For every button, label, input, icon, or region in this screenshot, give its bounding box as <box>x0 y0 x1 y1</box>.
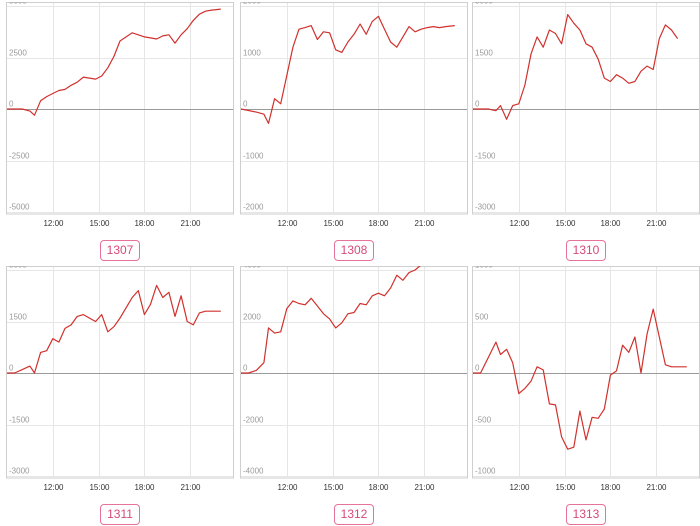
x-tick-label: 21:00 <box>414 219 435 228</box>
chart-svg: 4000 2000 0 -2000 -4000 12:00 15:00 18:00 21:00 <box>240 266 468 492</box>
series-line <box>473 14 679 120</box>
y-tick-label: 0 <box>475 100 480 109</box>
plot-frame <box>240 266 468 479</box>
x-tick-label: 12:00 <box>43 483 64 492</box>
plot-frame <box>472 2 700 215</box>
y-tick-label: 3000 <box>9 266 27 270</box>
chart-panel-1312: 400020000-2000-400012:0015:0018:0021:00 … <box>240 266 468 525</box>
y-tick-label: -3000 <box>9 467 30 476</box>
y-tick-label: -2000 <box>243 416 264 425</box>
line-chart-1307: 5000 2500 0 -2500 -5000 12:00 15:00 18:00 21:00 <box>6 2 234 230</box>
y-tick-label: 2000 <box>243 313 261 322</box>
y-tick-label: 500 <box>475 313 489 322</box>
line-chart-1312: 4000 2000 0 -2000 -4000 12:00 15:00 18:00 21:00 <box>240 266 468 494</box>
y-tick-label: 0 <box>243 100 248 109</box>
chart-svg: 3000 1500 0 -1500 -3000 12:00 15:00 18:00 21:00 <box>6 266 234 492</box>
x-tick-label: 21:00 <box>646 483 667 492</box>
x-tick-label: 18:00 <box>134 483 155 492</box>
x-tick-label: 15:00 <box>323 483 344 492</box>
chart-panel-1313: 1000 500 0 -500 -1000 12:00 15:00 18:00 21:00 13… <box>472 266 700 525</box>
x-tick-label: 15:00 <box>89 483 110 492</box>
plot-frame <box>6 266 234 479</box>
y-tick-label: 0 <box>243 364 248 373</box>
y-tick-label: 3000 <box>475 2 493 6</box>
plot-frame <box>240 2 468 215</box>
y-tick-label: -1500 <box>9 416 30 425</box>
series-line <box>241 266 421 374</box>
y-tick-label: 1500 <box>9 313 27 322</box>
chart-label-badge-1313[interactable]: 1313 <box>565 504 607 525</box>
y-tick-label: -500 <box>475 416 492 425</box>
plot-frame <box>472 266 700 479</box>
line-chart-1311: 3000 1500 0 -1500 -3000 12:00 15:00 18:00 21:00 <box>6 266 234 494</box>
x-tick-label: 15:00 <box>555 483 576 492</box>
chart-svg: 1000 500 0 -500 -1000 12:00 15:00 18:00 21:00 <box>472 266 700 492</box>
x-tick-label: 12:00 <box>509 219 530 228</box>
series-line <box>7 284 221 374</box>
line-chart-1308: 2000 1000 0 -1000 -2000 12:00 15:00 18:00 21:00 <box>240 2 468 230</box>
series-line <box>240 15 455 125</box>
x-tick-label: 21:00 <box>180 483 201 492</box>
chart-label-badge-1311[interactable]: 1311 <box>100 504 140 525</box>
x-tick-label: 12:00 <box>277 219 298 228</box>
y-tick-label: 0 <box>9 100 14 109</box>
x-tick-label: 21:00 <box>414 483 435 492</box>
y-tick-label: -5000 <box>9 203 30 212</box>
y-tick-label: -1500 <box>475 152 496 161</box>
x-tick-label: 18:00 <box>368 219 389 228</box>
y-tick-label: 0 <box>9 364 14 373</box>
chart-svg: 3000 1500 0 -1500 -3000 12:00 15:00 18:00 21:00 <box>472 2 700 228</box>
x-tick-label: 12:00 <box>509 483 530 492</box>
chart-svg: 5000 2500 0 -2500 -5000 12:00 15:00 18:00 21:00 <box>6 2 234 228</box>
x-tick-label: 18:00 <box>600 483 621 492</box>
plot-frame <box>6 2 234 215</box>
series-line <box>473 308 687 450</box>
x-tick-label: 12:00 <box>43 219 64 228</box>
y-tick-label: 2000 <box>243 2 261 6</box>
y-tick-label: -1000 <box>243 152 264 161</box>
y-tick-label: 1500 <box>475 49 493 58</box>
chart-panel-1308: 200010000-1000-200012:0015:0018:0021:00 … <box>240 2 468 261</box>
y-tick-label: 1000 <box>243 49 261 58</box>
chart-panel-1307: 500025000-2500-500012:0015:0018:0021:00 … <box>6 2 234 261</box>
chart-svg: 2000 1000 0 -1000 -2000 12:00 15:00 18:00 21:00 <box>240 2 468 228</box>
x-tick-label: 15:00 <box>89 219 110 228</box>
x-tick-label: 21:00 <box>646 219 667 228</box>
x-tick-label: 21:00 <box>180 219 201 228</box>
x-tick-label: 15:00 <box>555 219 576 228</box>
y-tick-label: -4000 <box>243 467 264 476</box>
y-tick-label: -3000 <box>475 203 496 212</box>
y-tick-label: 5000 <box>9 2 27 6</box>
chart-label-badge-1310[interactable]: 1310 <box>565 240 607 261</box>
chart-label-badge-1312[interactable]: 1312 <box>333 504 375 525</box>
y-tick-label: 1000 <box>475 266 493 270</box>
x-tick-label: 15:00 <box>323 219 344 228</box>
y-tick-label: 4000 <box>243 266 261 270</box>
y-tick-label: -1000 <box>475 467 496 476</box>
x-tick-label: 18:00 <box>134 219 155 228</box>
chart-panel-1311: 300015000-1500-300012:0015:0018:0021:00 … <box>6 266 234 525</box>
chart-panel-1310: 300015000-1500-300012:0015:0018:0021:00 … <box>472 2 700 261</box>
series-line <box>7 8 221 116</box>
y-tick-label: 2500 <box>9 49 27 58</box>
line-chart-1313: 1000 500 0 -500 -1000 12:00 15:00 18:00 21:00 <box>472 266 700 494</box>
x-tick-label: 18:00 <box>600 219 621 228</box>
x-tick-label: 12:00 <box>277 483 298 492</box>
chart-label-badge-1308[interactable]: 1308 <box>333 240 375 261</box>
x-tick-label: 18:00 <box>368 483 389 492</box>
line-chart-1310: 3000 1500 0 -1500 -3000 12:00 15:00 18:00 21:00 <box>472 2 700 230</box>
y-tick-label: 0 <box>475 364 480 373</box>
y-tick-label: -2000 <box>243 203 264 212</box>
y-tick-label: -2500 <box>9 152 30 161</box>
chart-label-badge-1307[interactable]: 1307 <box>99 240 141 261</box>
